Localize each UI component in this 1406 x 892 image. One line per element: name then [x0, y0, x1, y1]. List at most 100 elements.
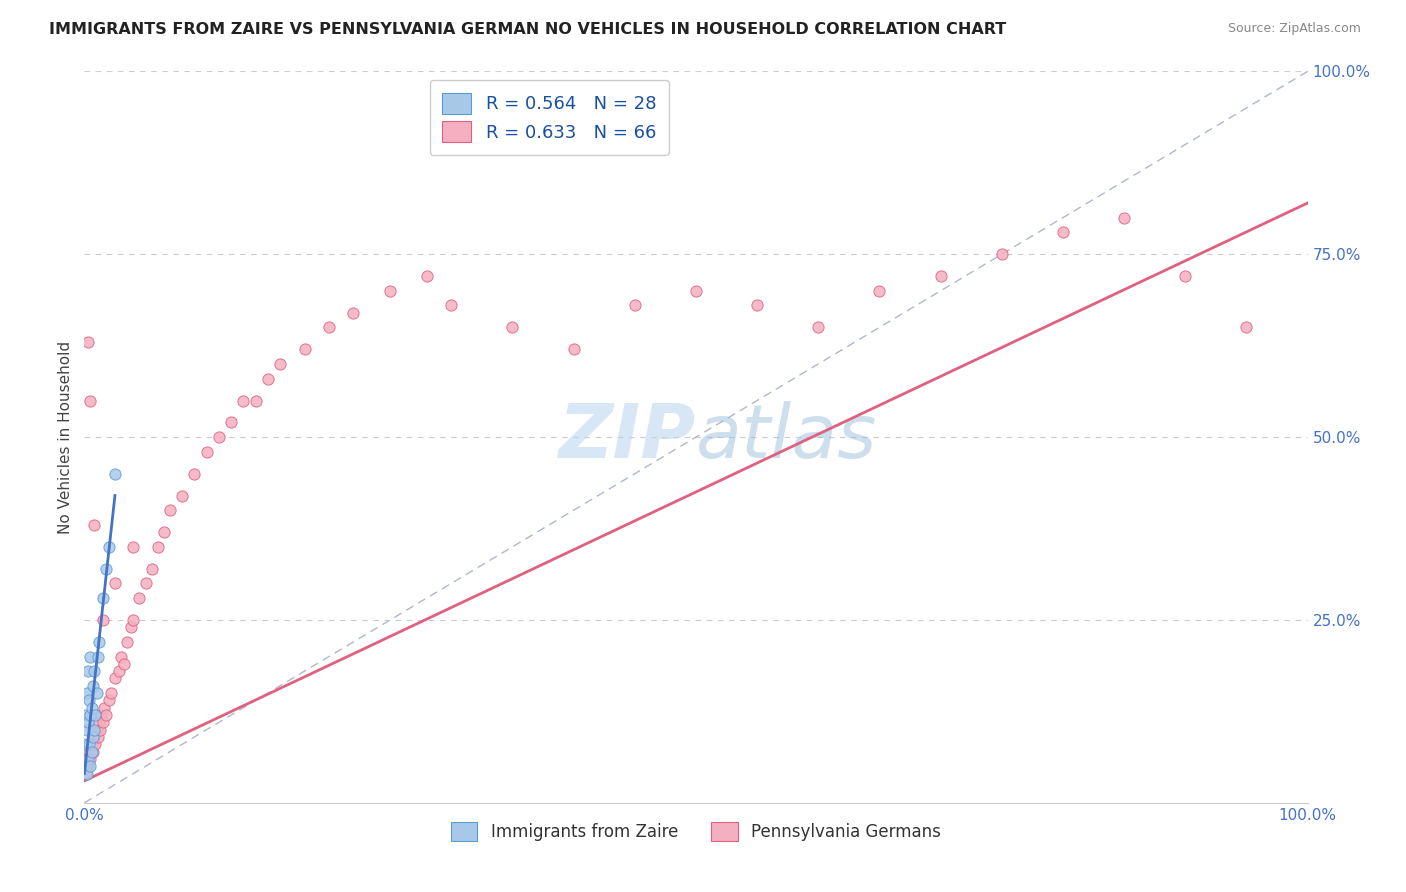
- Point: [122, 613, 145, 627]
- Point: [82, 745, 104, 759]
- Point: [91, 591, 114, 605]
- Point: [77, 752, 100, 766]
- Point: [91, 715, 114, 730]
- Point: [245, 393, 267, 408]
- Legend: Immigrants from Zaire, Pennsylvania Germans: Immigrants from Zaire, Pennsylvania Germ…: [439, 811, 953, 853]
- Point: [104, 467, 127, 481]
- Point: [208, 430, 231, 444]
- Point: [104, 576, 127, 591]
- Point: [195, 444, 218, 458]
- Point: [77, 737, 100, 751]
- Point: [90, 708, 112, 723]
- Point: [685, 284, 707, 298]
- Point: [269, 357, 291, 371]
- Point: [318, 320, 340, 334]
- Point: [294, 343, 316, 357]
- Point: [342, 306, 364, 320]
- Point: [100, 686, 122, 700]
- Point: [122, 540, 145, 554]
- Point: [87, 649, 110, 664]
- Point: [96, 562, 118, 576]
- Point: [153, 525, 176, 540]
- Point: [75, 766, 97, 780]
- Point: [75, 708, 97, 723]
- Point: [96, 708, 118, 723]
- Text: IMMIGRANTS FROM ZAIRE VS PENNSYLVANIA GERMAN NO VEHICLES IN HOUSEHOLD CORRELATIO: IMMIGRANTS FROM ZAIRE VS PENNSYLVANIA GE…: [49, 22, 1007, 37]
- Point: [80, 700, 103, 714]
- Y-axis label: No Vehicles in Household: No Vehicles in Household: [58, 341, 73, 533]
- Point: [86, 723, 108, 737]
- Point: [91, 613, 114, 627]
- Point: [89, 723, 111, 737]
- Point: [77, 715, 100, 730]
- Text: atlas: atlas: [696, 401, 877, 473]
- Point: [80, 745, 103, 759]
- Point: [77, 745, 100, 759]
- Point: [79, 708, 101, 723]
- Point: [76, 752, 98, 766]
- Point: [1114, 211, 1136, 225]
- Point: [257, 371, 280, 385]
- Point: [79, 759, 101, 773]
- Point: [76, 686, 98, 700]
- Point: [112, 657, 135, 671]
- Text: ZIP: ZIP: [558, 401, 696, 474]
- Point: [76, 723, 98, 737]
- Point: [83, 664, 105, 678]
- Point: [97, 693, 120, 707]
- Point: [747, 298, 769, 312]
- Point: [869, 284, 891, 298]
- Point: [75, 737, 97, 751]
- Point: [1052, 225, 1074, 239]
- Point: [807, 320, 830, 334]
- Point: [416, 269, 439, 284]
- Point: [219, 416, 242, 430]
- Point: [79, 649, 101, 664]
- Point: [82, 730, 104, 744]
- Point: [77, 759, 100, 773]
- Point: [83, 730, 105, 744]
- Point: [141, 562, 163, 576]
- Point: [77, 664, 100, 678]
- Point: [183, 467, 205, 481]
- Point: [128, 591, 150, 605]
- Point: [86, 686, 108, 700]
- Point: [624, 298, 647, 312]
- Point: [991, 247, 1014, 261]
- Point: [929, 269, 952, 284]
- Point: [440, 298, 463, 312]
- Point: [79, 393, 101, 408]
- Point: [76, 766, 98, 780]
- Point: [84, 737, 107, 751]
- Point: [1174, 269, 1197, 284]
- Point: [79, 752, 101, 766]
- Point: [93, 700, 115, 714]
- Point: [115, 635, 138, 649]
- Point: [83, 723, 105, 737]
- Point: [146, 540, 169, 554]
- Text: Source: ZipAtlas.com: Source: ZipAtlas.com: [1227, 22, 1361, 36]
- Point: [1236, 320, 1258, 334]
- Point: [104, 672, 127, 686]
- Point: [77, 334, 100, 349]
- Point: [562, 343, 585, 357]
- Point: [380, 284, 402, 298]
- Point: [97, 540, 120, 554]
- Point: [87, 715, 110, 730]
- Point: [110, 649, 132, 664]
- Point: [80, 737, 103, 751]
- Point: [87, 635, 110, 649]
- Point: [107, 664, 129, 678]
- Point: [84, 708, 107, 723]
- Point: [120, 620, 142, 634]
- Point: [87, 730, 110, 744]
- Point: [232, 393, 254, 408]
- Point: [135, 576, 157, 591]
- Point: [75, 759, 97, 773]
- Point: [502, 320, 524, 334]
- Point: [172, 489, 194, 503]
- Point: [83, 517, 105, 532]
- Point: [159, 503, 181, 517]
- Point: [77, 693, 100, 707]
- Point: [82, 679, 104, 693]
